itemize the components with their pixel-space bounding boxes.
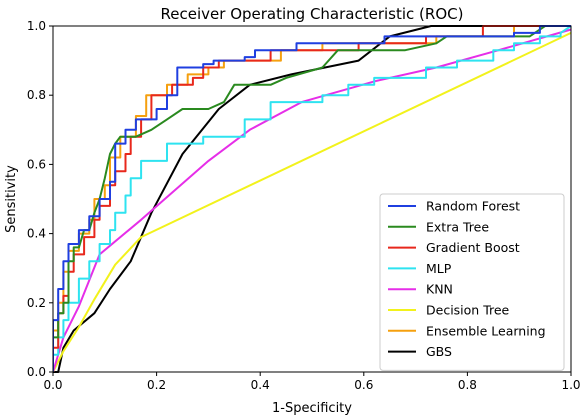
curve-decision-tree <box>53 31 572 373</box>
x-tick-label: 1.0 <box>561 378 580 392</box>
curve-knn <box>53 28 572 373</box>
x-axis-ticks: 0.0 0.2 0.4 0.6 0.8 1.0 <box>43 372 581 392</box>
y-tick-label: 0.6 <box>27 157 46 171</box>
curve-extra-tree <box>53 25 571 372</box>
legend-label-ensemble-learning: Ensemble Learning <box>426 323 546 338</box>
legend-label-gradient-boost: Gradient Boost <box>426 240 520 255</box>
legend-label-decision-tree: Decision Tree <box>426 303 510 318</box>
chart-title: Receiver Operating Characteristic (ROC) <box>161 5 464 23</box>
x-tick-label: 0.2 <box>147 378 166 392</box>
y-tick-label: 0.4 <box>27 227 46 241</box>
y-tick-label: 0.8 <box>27 88 46 102</box>
legend-label-gbs: GBS <box>426 344 452 359</box>
x-tick-label: 0.0 <box>43 378 62 392</box>
plot-frame <box>52 25 572 373</box>
legend-box <box>379 193 565 371</box>
legend-label-mlp: MLP <box>426 261 452 276</box>
legend: Random Forest Extra Tree Gradient Boost MLP… <box>379 193 565 371</box>
y-tick-label: 0.0 <box>27 365 46 379</box>
curve-gradient-boost <box>53 25 571 372</box>
x-tick-label: 0.8 <box>458 378 477 392</box>
legend-label-extra-tree: Extra Tree <box>426 219 489 234</box>
x-axis-label: 1-Specificity <box>272 401 352 416</box>
y-tick-label: 1.0 <box>27 19 46 33</box>
y-axis-ticks: 0.0 0.2 0.4 0.6 0.8 1.0 <box>27 19 53 379</box>
curve-random-forest <box>53 25 571 372</box>
x-tick-label: 0.6 <box>354 378 373 392</box>
curve-mlp <box>53 25 572 372</box>
y-tick-label: 0.2 <box>27 296 46 310</box>
roc-curves <box>53 25 572 373</box>
x-tick-label: 0.4 <box>251 378 270 392</box>
legend-label-random-forest: Random Forest <box>426 199 520 214</box>
y-axis-label: Sensitivity <box>4 165 19 233</box>
legend-label-knn: KNN <box>426 282 453 297</box>
curve-gbs <box>53 25 571 373</box>
